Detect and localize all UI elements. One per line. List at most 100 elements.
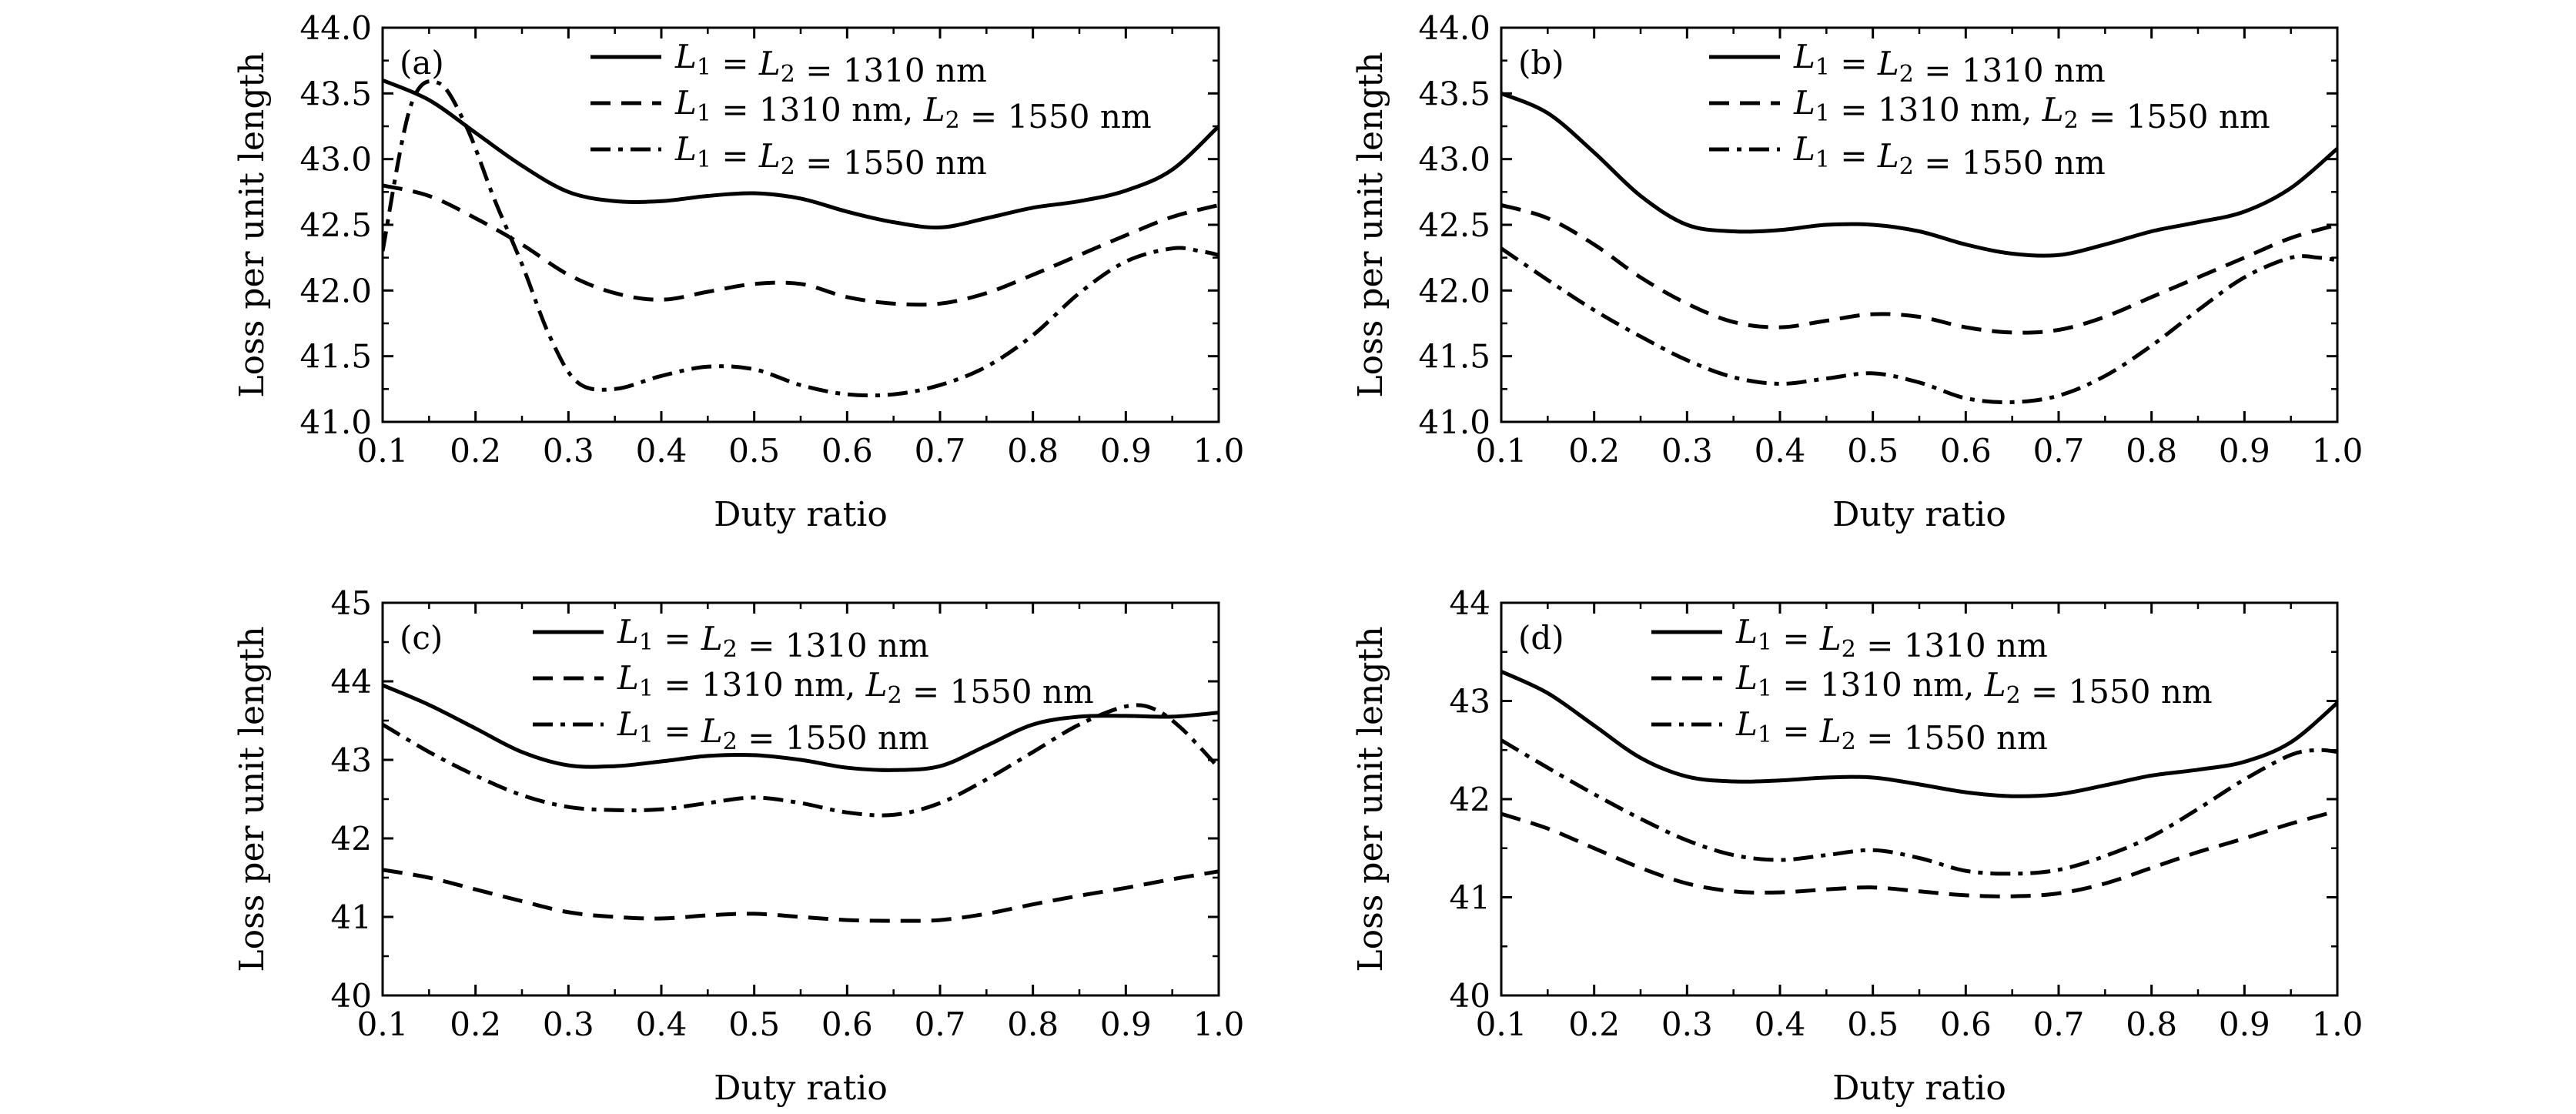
legend-entry: L1 = 1310 nm, L2 = 1550 nm bbox=[1793, 84, 2270, 135]
y-axis-label: Loss per unit length bbox=[1351, 626, 1390, 972]
series-line-dashdot bbox=[1501, 246, 2337, 405]
series-line-dashdot bbox=[383, 79, 1219, 398]
y-tick-label: 41 bbox=[1450, 879, 1490, 917]
chart-panel-a: 0.1 0.2 0.3 0.4 0.5 0.6 0.7 0.8 0.9 1.0 41.0 41.5 42… bbox=[233, 9, 1244, 534]
x-tick-label: 0.5 bbox=[1847, 1005, 1899, 1043]
x-tick-label: 0.2 bbox=[450, 432, 501, 470]
y-tick-label: 43.5 bbox=[1418, 75, 1490, 112]
legend-entry: L1 = L2 = 1550 nm bbox=[1735, 705, 2048, 757]
x-tick-label: 0.2 bbox=[450, 1005, 501, 1043]
series-line-dashed bbox=[1501, 808, 2337, 898]
legend-entry: L1 = L2 = 1310 nm bbox=[1793, 38, 2106, 89]
series-line-dashed bbox=[383, 868, 1219, 923]
panel-label: (a) bbox=[400, 44, 444, 82]
x-tick-label: 0.5 bbox=[1847, 432, 1899, 470]
x-axis-label: Duty ratio bbox=[714, 495, 888, 534]
x-tick-label: 0.8 bbox=[2126, 1005, 2177, 1043]
x-tick-label: 0.7 bbox=[2033, 432, 2085, 470]
x-tick-label: 0.1 bbox=[357, 432, 409, 470]
y-tick-label: 42.0 bbox=[1418, 272, 1490, 309]
x-tick-label: 0.9 bbox=[1100, 432, 1152, 470]
x-tick-label: 1.0 bbox=[1193, 1005, 1245, 1043]
x-axis-label: Duty ratio bbox=[1832, 1069, 2006, 1108]
y-tick-label: 42.5 bbox=[299, 206, 372, 244]
panel-label: (b) bbox=[1518, 44, 1564, 82]
legend-entry: L1 = 1310 nm, L2 = 1550 nm bbox=[617, 659, 1094, 711]
x-tick-label: 0.8 bbox=[1007, 1005, 1059, 1043]
legend-entry: L1 = L2 = 1550 nm bbox=[674, 130, 987, 182]
x-tick-label: 1.0 bbox=[1193, 432, 1245, 470]
legend-entry: L1 = L2 = 1310 nm bbox=[1735, 613, 2048, 664]
series-line-solid bbox=[383, 78, 1219, 230]
chart-panel-c: 0.1 0.2 0.3 0.4 0.5 0.6 0.7 0.8 0.9 1.0 40 41 42 43 44… bbox=[233, 584, 1244, 1108]
x-tick-label: 0.1 bbox=[357, 1005, 409, 1043]
x-tick-label: 1.0 bbox=[2312, 1005, 2364, 1043]
legend-entry: L1 = L2 = 1550 nm bbox=[617, 705, 929, 757]
y-tick-label: 41.5 bbox=[299, 338, 372, 376]
series-line-dashed bbox=[1501, 202, 2337, 335]
x-tick-label: 0.3 bbox=[1661, 432, 1713, 470]
chart-panel-d: 0.1 0.2 0.3 0.4 0.5 0.6 0.7 0.8 0.9 1.0 40 41 42 43 44… bbox=[1351, 584, 2363, 1108]
y-tick-label: 44.0 bbox=[1418, 9, 1490, 47]
x-tick-label: 0.6 bbox=[1940, 1005, 1992, 1043]
y-tick-label: 43.0 bbox=[299, 141, 372, 179]
y-tick-label: 41.5 bbox=[1418, 338, 1490, 376]
y-tick-label: 43 bbox=[331, 741, 372, 779]
panel-label: (c) bbox=[400, 619, 443, 657]
series-line-solid bbox=[1501, 670, 2337, 798]
x-tick-label: 0.7 bbox=[2033, 1005, 2085, 1043]
series-line-solid bbox=[1501, 91, 2337, 258]
y-tick-label: 41.0 bbox=[1418, 403, 1490, 441]
y-tick-label: 40 bbox=[331, 977, 372, 1015]
x-tick-label: 0.4 bbox=[636, 432, 687, 470]
y-tick-label: 41 bbox=[331, 898, 372, 936]
y-axis-label: Loss per unit length bbox=[233, 52, 272, 397]
x-tick-label: 0.5 bbox=[728, 1005, 780, 1043]
x-tick-label: 0.3 bbox=[543, 432, 594, 470]
y-tick-label: 45 bbox=[331, 584, 372, 622]
x-tick-label: 0.1 bbox=[1476, 1005, 1527, 1043]
y-tick-label: 41.0 bbox=[299, 403, 372, 441]
legend-entry: L1 = L2 = 1550 nm bbox=[1793, 130, 2106, 182]
x-axis-label: Duty ratio bbox=[1832, 495, 2006, 534]
x-tick-label: 0.1 bbox=[1476, 432, 1527, 470]
x-tick-label: 0.6 bbox=[821, 432, 873, 470]
y-tick-label: 44 bbox=[331, 663, 372, 701]
x-tick-label: 0.7 bbox=[915, 1005, 966, 1043]
series-line-dashdot bbox=[1501, 738, 2337, 876]
x-tick-label: 0.5 bbox=[728, 432, 780, 470]
x-tick-label: 0.9 bbox=[1100, 1005, 1152, 1043]
series-line-solid bbox=[383, 683, 1219, 772]
legend-entry: L1 = L2 = 1310 nm bbox=[674, 38, 987, 89]
legend-entry: L1 = 1310 nm, L2 = 1550 nm bbox=[674, 84, 1152, 135]
y-tick-label: 43.5 bbox=[299, 75, 372, 112]
y-tick-label: 42 bbox=[1450, 781, 1490, 818]
y-axis-label: Loss per unit length bbox=[1351, 52, 1390, 397]
legend-entry: L1 = 1310 nm, L2 = 1550 nm bbox=[1735, 659, 2213, 711]
x-tick-label: 0.2 bbox=[1568, 432, 1620, 470]
y-tick-label: 44.0 bbox=[299, 9, 372, 47]
y-tick-label: 40 bbox=[1450, 977, 1490, 1015]
series-line-dashed bbox=[383, 183, 1219, 307]
x-tick-label: 0.8 bbox=[1007, 432, 1059, 470]
x-tick-label: 0.4 bbox=[636, 1005, 687, 1043]
x-tick-label: 0.9 bbox=[2219, 432, 2270, 470]
x-tick-label: 0.3 bbox=[1661, 1005, 1713, 1043]
y-axis-label: Loss per unit length bbox=[233, 626, 272, 972]
x-axis-label: Duty ratio bbox=[714, 1069, 888, 1108]
x-tick-label: 0.7 bbox=[915, 432, 966, 470]
y-tick-label: 42 bbox=[331, 820, 372, 858]
panel-label: (d) bbox=[1518, 619, 1564, 657]
y-tick-label: 42.5 bbox=[1418, 206, 1490, 244]
x-tick-label: 0.6 bbox=[1940, 432, 1992, 470]
y-tick-label: 44 bbox=[1450, 584, 1490, 622]
x-tick-label: 0.4 bbox=[1755, 1005, 1806, 1043]
x-tick-label: 1.0 bbox=[2312, 432, 2364, 470]
x-tick-label: 0.9 bbox=[2219, 1005, 2270, 1043]
y-tick-label: 42.0 bbox=[299, 272, 372, 309]
x-tick-label: 0.2 bbox=[1568, 1005, 1620, 1043]
y-tick-label: 43 bbox=[1450, 683, 1490, 721]
x-tick-label: 0.8 bbox=[2126, 432, 2177, 470]
legend-entry: L1 = L2 = 1310 nm bbox=[617, 613, 929, 664]
